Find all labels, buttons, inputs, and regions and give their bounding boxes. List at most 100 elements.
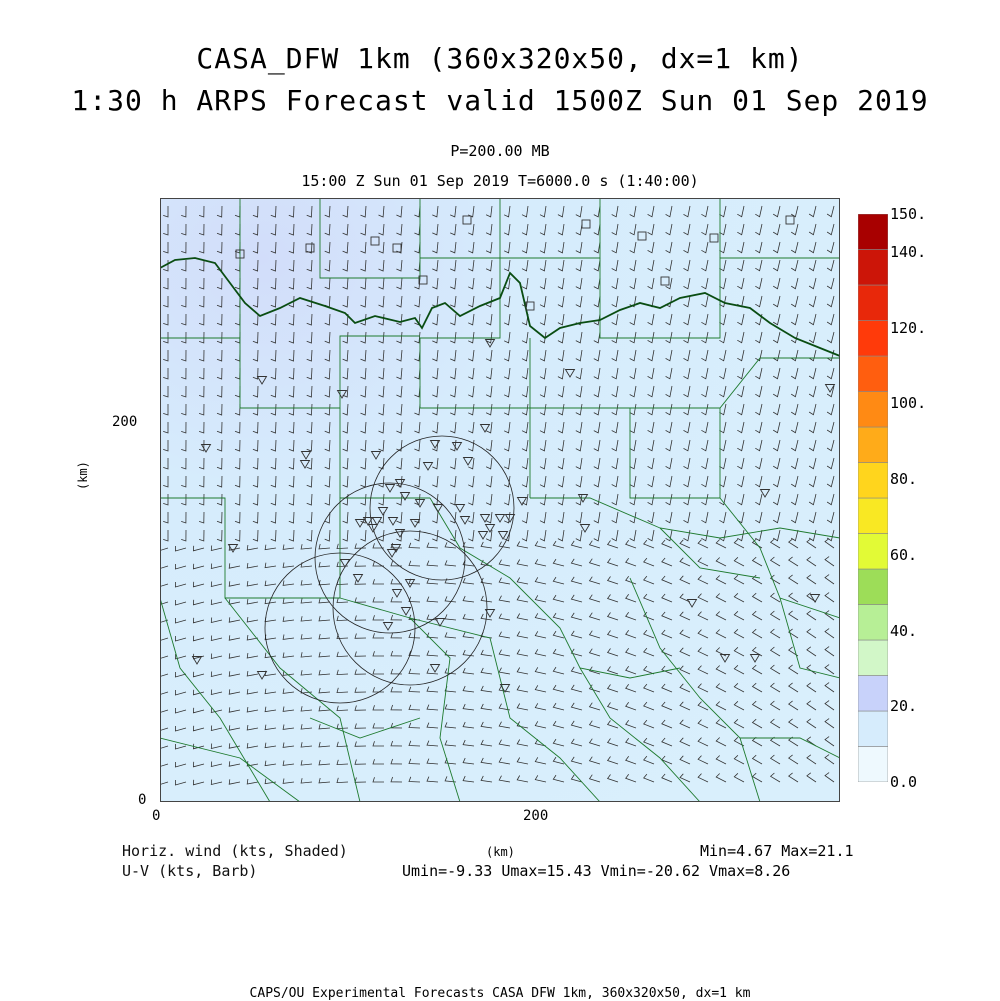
station-triangle — [809, 594, 821, 603]
shaded-variable-label: Horiz. wind (kts, Shaded) — [122, 842, 348, 860]
station-triangle — [719, 654, 731, 663]
valid-time-label: 15:00 Z Sun 01 Sep 2019 T=6000.0 s (1:40… — [301, 172, 699, 190]
wind-map — [160, 198, 840, 802]
station-triangle — [686, 599, 698, 608]
station-triangle — [479, 424, 491, 433]
colorbar-cell — [858, 639, 888, 676]
colorbar-cell — [858, 355, 888, 392]
colorbar-cell — [858, 604, 888, 641]
station-triangle — [749, 654, 761, 663]
station-square — [462, 215, 472, 225]
colorbar-cell — [858, 746, 888, 782]
station-triangle — [432, 504, 444, 513]
station-triangle — [387, 517, 399, 526]
barb-variable-label: U-V (kts, Barb) — [122, 862, 258, 880]
station-triangle — [824, 384, 836, 393]
station-triangle — [429, 664, 441, 673]
x-tick-0: 0 — [152, 808, 161, 824]
station-triangle — [459, 516, 471, 525]
station-triangle — [200, 444, 212, 453]
station-triangle — [367, 524, 379, 533]
station-triangle — [256, 671, 268, 680]
station-triangle — [391, 589, 403, 598]
colorbar-label: 40. — [890, 621, 918, 640]
station-triangle — [339, 559, 351, 568]
station-triangle — [462, 457, 474, 466]
y-tick-200: 200 — [112, 414, 138, 430]
station-triangle — [414, 499, 426, 508]
y-axis-label: (km) — [76, 461, 90, 490]
colorbar-cell — [858, 214, 888, 250]
colorbar-label: 80. — [890, 470, 918, 489]
station-triangle — [336, 390, 348, 399]
station-triangle — [352, 574, 364, 583]
colorbar-cell — [858, 675, 888, 712]
station-triangle — [400, 607, 412, 616]
colorbar — [858, 214, 888, 782]
station-triangle — [759, 489, 771, 498]
station-triangle — [422, 462, 434, 471]
pressure-level-label: P=200.00 MB — [450, 142, 550, 160]
colorbar-cell — [858, 533, 888, 570]
station-triangle — [564, 369, 576, 378]
station-triangle — [484, 609, 496, 618]
station-triangle — [429, 440, 441, 449]
barb-glyphs — [160, 205, 835, 786]
station-triangle — [384, 484, 396, 493]
colorbar-label: 0.0 — [890, 773, 918, 791]
colorbar-label: 20. — [890, 697, 918, 716]
station-triangle — [434, 618, 446, 627]
station-triangle — [484, 339, 496, 348]
colorbar-cell — [858, 320, 888, 357]
station-triangle — [300, 451, 312, 460]
colorbar-label: 100. — [890, 394, 927, 413]
station-triangle — [362, 517, 374, 526]
colorbar-cell — [858, 462, 888, 499]
station-triangle — [386, 549, 398, 558]
station-triangle — [451, 442, 463, 451]
station-square — [525, 301, 535, 311]
station-triangle — [477, 531, 489, 540]
footer-credit: CAPS/OU Experimental Forecasts CASA DFW … — [249, 986, 751, 1001]
plot-title-line1: CASA_DFW 1km (360x320x50, dx=1 km) — [196, 42, 804, 75]
station-triangle — [390, 544, 402, 553]
county-boundaries — [160, 198, 840, 802]
colorbar-label: 150. — [890, 205, 927, 223]
station-triangle — [504, 514, 516, 523]
x-axis-label: (km) — [486, 845, 515, 859]
station-square — [418, 275, 428, 285]
station-square — [581, 219, 591, 229]
station-square — [785, 215, 795, 225]
station-square — [660, 276, 670, 286]
station-square — [637, 231, 647, 241]
colorbar-cell — [858, 568, 888, 605]
state-boundary — [160, 257, 840, 357]
colorbar-cell — [858, 497, 888, 534]
colorbar-label: 140. — [890, 242, 927, 261]
station-triangle — [479, 514, 491, 523]
y-tick-0: 0 — [138, 792, 147, 808]
station-triangle — [370, 451, 382, 460]
station-triangle — [382, 622, 394, 631]
colorbar-cell — [858, 710, 888, 747]
uv-stats-label: Umin=-9.33 Umax=15.43 Vmin=-20.62 Vmax=8… — [402, 862, 791, 880]
station-triangle — [516, 497, 528, 506]
station-triangle — [371, 517, 383, 526]
station-square — [235, 249, 245, 259]
station-triangle — [499, 684, 511, 693]
map-frame — [160, 198, 840, 802]
min-max-label: Min=4.67 Max=21.1 — [700, 842, 854, 860]
colorbar-cell — [858, 426, 888, 463]
wind-barbs — [160, 205, 835, 786]
station-triangle — [394, 529, 406, 538]
station-triangle — [484, 524, 496, 533]
radar-range-rings — [264, 435, 515, 704]
station-triangle — [354, 519, 366, 528]
colorbar-label: 60. — [890, 545, 918, 564]
station-triangle — [394, 479, 406, 488]
station-markers — [191, 215, 836, 693]
colorbar-cell — [858, 249, 888, 286]
station-square — [305, 243, 315, 253]
station-triangle — [377, 507, 389, 516]
colorbar-label: 120. — [890, 318, 927, 337]
